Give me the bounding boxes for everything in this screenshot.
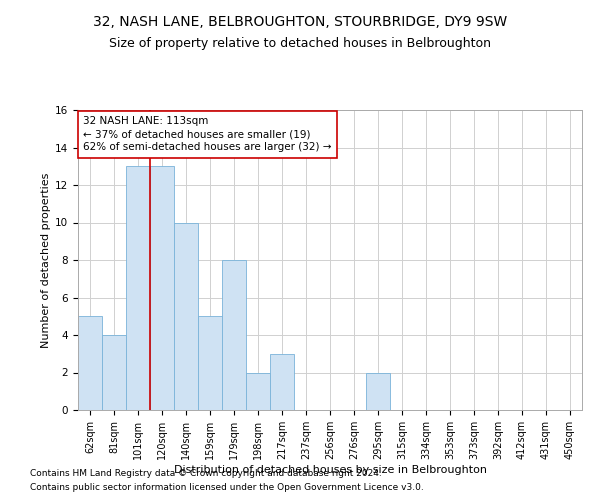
Text: 32, NASH LANE, BELBROUGHTON, STOURBRIDGE, DY9 9SW: 32, NASH LANE, BELBROUGHTON, STOURBRIDGE… <box>93 15 507 29</box>
Text: Size of property relative to detached houses in Belbroughton: Size of property relative to detached ho… <box>109 38 491 51</box>
Bar <box>78 316 102 410</box>
X-axis label: Distribution of detached houses by size in Belbroughton: Distribution of detached houses by size … <box>173 464 487 474</box>
Bar <box>366 372 390 410</box>
Bar <box>198 316 222 410</box>
Bar <box>102 335 126 410</box>
Text: Contains HM Land Registry data © Crown copyright and database right 2024.: Contains HM Land Registry data © Crown c… <box>30 468 382 477</box>
Bar <box>270 354 294 410</box>
Bar <box>126 166 150 410</box>
Y-axis label: Number of detached properties: Number of detached properties <box>41 172 51 348</box>
Bar <box>222 260 246 410</box>
Bar <box>150 166 174 410</box>
Bar <box>174 222 198 410</box>
Bar <box>246 372 270 410</box>
Text: 32 NASH LANE: 113sqm
← 37% of detached houses are smaller (19)
62% of semi-detac: 32 NASH LANE: 113sqm ← 37% of detached h… <box>83 116 332 152</box>
Text: Contains public sector information licensed under the Open Government Licence v3: Contains public sector information licen… <box>30 484 424 492</box>
